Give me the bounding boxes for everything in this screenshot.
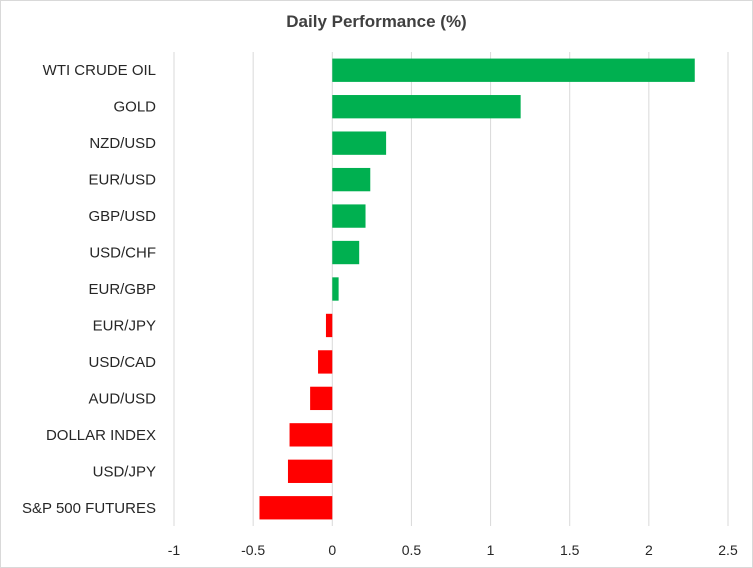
category-label: USD/JPY: [93, 463, 156, 480]
category-label: EUR/USD: [88, 172, 156, 189]
x-tick-label: -0.5: [241, 542, 265, 558]
category-label: GOLD: [113, 99, 156, 116]
bar: [289, 423, 333, 447]
category-label: USD/CAD: [88, 354, 156, 371]
bar: [310, 386, 333, 411]
x-tick-label: -1: [168, 542, 181, 558]
gridlines: [173, 52, 729, 526]
x-tick-label: 1: [487, 542, 495, 558]
x-tick-label: 0.5: [402, 542, 422, 558]
category-label: EUR/GBP: [88, 281, 156, 298]
bar: [332, 240, 360, 265]
bar: [332, 131, 387, 155]
bar: [332, 167, 371, 192]
bar: [325, 313, 333, 338]
x-tick-label: 2.5: [718, 542, 738, 558]
bar: [332, 58, 695, 82]
category-label: AUD/USD: [88, 390, 156, 407]
category-label: GBP/USD: [88, 208, 156, 225]
category-labels: WTI CRUDE OIL GOLD NZD/USD EUR/USD GBP/USD US…: [22, 62, 156, 517]
bar: [287, 459, 333, 483]
x-tick-label: 1.5: [560, 542, 580, 558]
chart-title: Daily Performance (%): [286, 12, 467, 31]
category-label: NZD/USD: [89, 135, 156, 152]
category-label: S&P 500 FUTURES: [22, 500, 156, 517]
x-tick-label: 2: [645, 542, 653, 558]
x-tick-label: 0: [328, 542, 336, 558]
x-tick-labels: -1 -0.5 0 0.5 1 1.5 2 2.5: [168, 542, 738, 558]
category-label: WTI CRUDE OIL: [43, 62, 156, 79]
bar: [332, 204, 366, 228]
bar: [332, 95, 521, 119]
bar: [318, 350, 333, 374]
category-label: DOLLAR INDEX: [46, 427, 156, 444]
category-label: USD/CHF: [89, 245, 156, 262]
bar: [259, 496, 333, 520]
category-label: EUR/JPY: [93, 317, 156, 334]
bar: [332, 277, 339, 301]
bars: [259, 58, 695, 520]
